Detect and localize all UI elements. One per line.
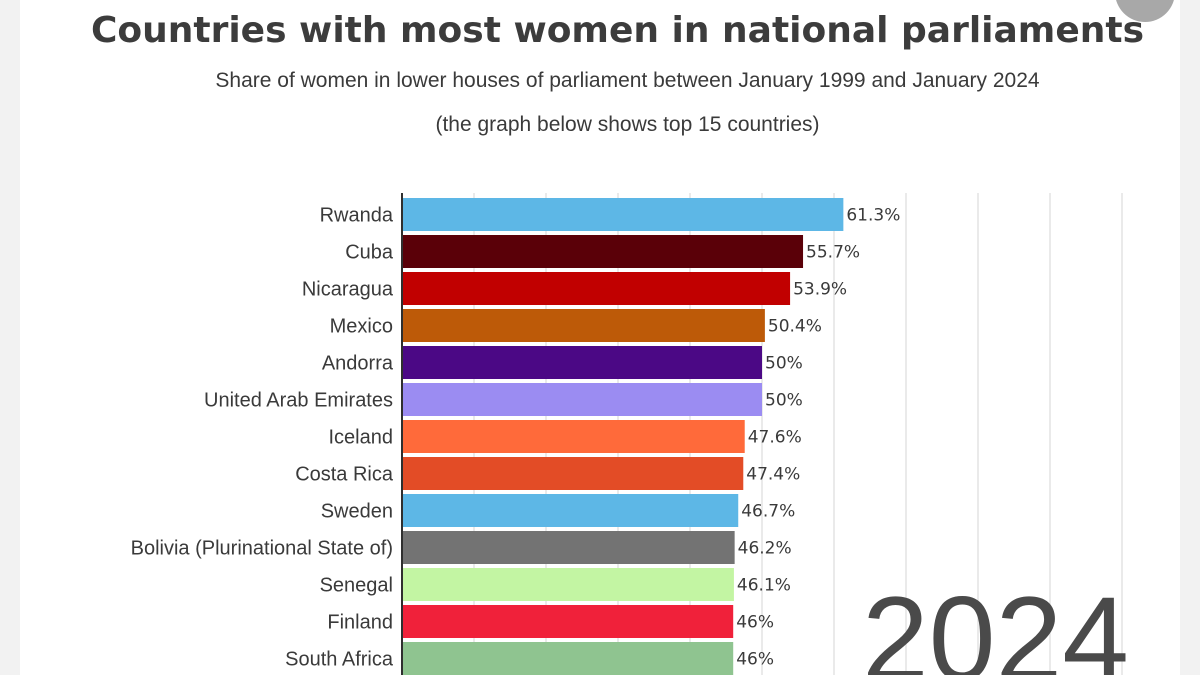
- bar-2: [402, 272, 791, 305]
- bar-0: [402, 198, 844, 231]
- category-label: Rwanda: [320, 205, 394, 227]
- category-label: Sweden: [321, 501, 393, 523]
- value-label: 47.6%: [748, 428, 802, 448]
- value-label: 46.7%: [741, 502, 795, 522]
- circle-button[interactable]: [1115, 0, 1175, 22]
- category-label: Iceland: [329, 427, 394, 449]
- bar-12: [402, 642, 734, 675]
- bar-7: [402, 457, 744, 490]
- value-label: 50%: [765, 391, 803, 411]
- bar-10: [402, 568, 734, 601]
- bar-1: [402, 235, 804, 268]
- category-label: Bolivia (Plurinational State of): [131, 538, 393, 560]
- category-label: Mexico: [330, 316, 393, 338]
- category-label: Costa Rica: [295, 464, 394, 486]
- bar-11: [402, 605, 734, 638]
- value-label: 50%: [765, 354, 803, 374]
- value-label: 50.4%: [768, 317, 822, 337]
- category-label: Cuba: [345, 242, 394, 264]
- value-label: 47.4%: [746, 465, 800, 485]
- value-label: 46.2%: [738, 539, 792, 559]
- bar-8: [402, 494, 739, 527]
- bar-4: [402, 346, 762, 379]
- value-label: 46%: [736, 613, 774, 633]
- chart-subtitle: Share of women in lower houses of parlia…: [215, 69, 1040, 92]
- bar-3: [402, 309, 765, 342]
- category-label: Finland: [327, 612, 393, 634]
- category-label: South Africa: [285, 649, 394, 671]
- category-label: Andorra: [322, 353, 394, 375]
- value-label: 46.1%: [737, 576, 791, 596]
- year-label: 2024: [862, 572, 1129, 675]
- category-label: Senegal: [320, 575, 393, 597]
- category-label: Nicaragua: [302, 279, 394, 301]
- value-label: 53.9%: [793, 280, 847, 300]
- value-label: 55.7%: [806, 243, 860, 263]
- bar-5: [402, 383, 762, 416]
- category-label: United Arab Emirates: [204, 390, 393, 412]
- value-label: 61.3%: [846, 206, 900, 226]
- chart-title: Countries with most women in national pa…: [90, 10, 1145, 51]
- chart-note: (the graph below shows top 15 countries): [435, 113, 820, 136]
- value-label: 46%: [736, 650, 774, 670]
- bar-6: [402, 420, 745, 453]
- bar-9: [402, 531, 735, 564]
